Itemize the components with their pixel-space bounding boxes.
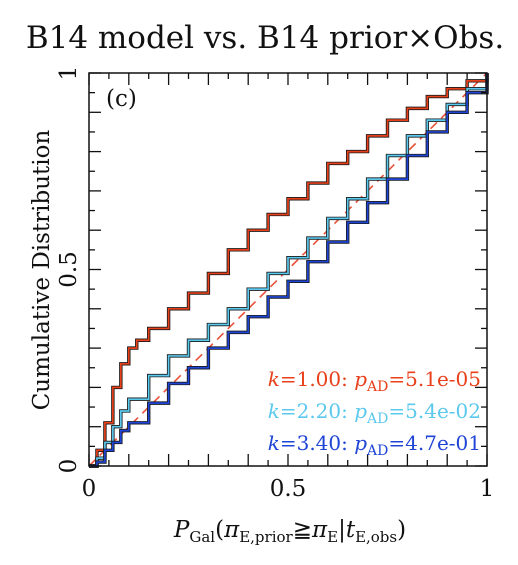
series-line-2: [89, 73, 488, 467]
legend-entry-1: k=1.00: pAD=5.1e-05: [268, 367, 481, 395]
y-axis-label: Cumulative Distribution: [29, 130, 55, 411]
series-line-3: [89, 73, 488, 467]
plot-area: [88, 72, 489, 468]
legend-entry-3: k=3.40: pAD=4.7e-01: [268, 431, 481, 459]
x-tick-label: 1: [480, 476, 495, 502]
chart-title: B14 model vs. B14 prior×Obs.: [26, 20, 504, 56]
x-axis-label: PGal(πE,prior≧πE|tE,obs): [173, 517, 406, 546]
legend-entry-2: k=2.20: pAD=5.4e-02: [268, 399, 481, 427]
y-tick-label: 0: [56, 459, 82, 474]
x-tick-label: 0.5: [270, 476, 307, 502]
panel-label: (c): [106, 86, 137, 112]
x-tick-label: 0: [82, 476, 97, 502]
series-line-1: [89, 73, 488, 467]
reference-diagonal: [88, 72, 488, 467]
ticks: 0 0.5 1 0 0.5 1: [56, 66, 494, 502]
y-tick-label: 0.5: [56, 251, 82, 288]
legend: k=1.00: pAD=5.1e-05 k=2.20: pAD=5.4e-02 k=…: [268, 367, 481, 459]
y-tick-label: 1: [56, 66, 82, 81]
